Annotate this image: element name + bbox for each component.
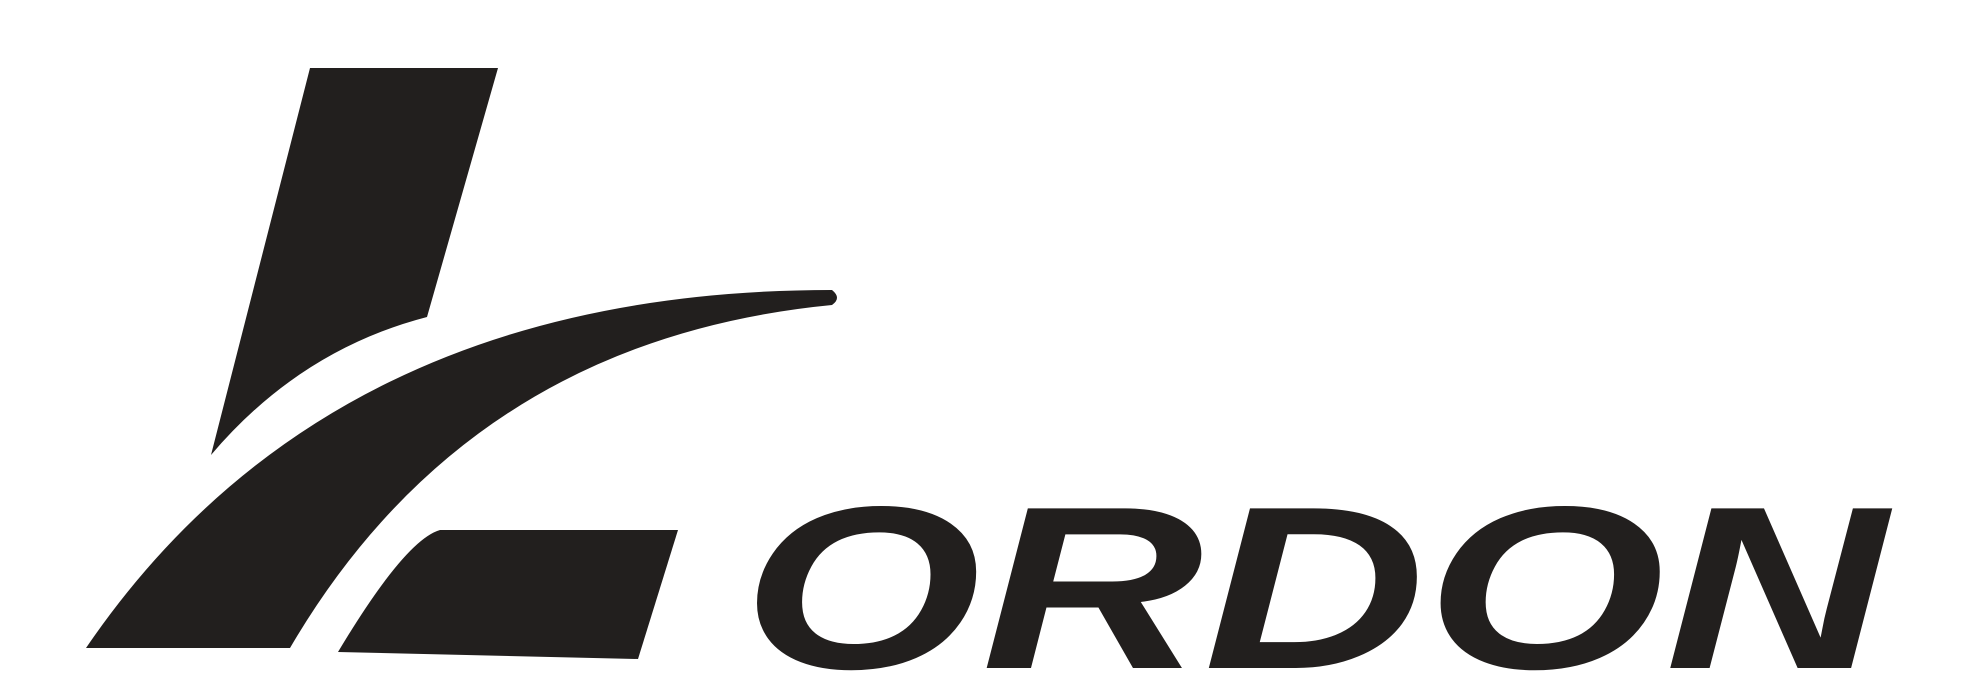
logo-upper-stroke <box>211 68 498 455</box>
logo-lower-stroke <box>338 530 678 659</box>
logo-swoosh <box>86 290 837 648</box>
wordmark: ORDON <box>742 459 1893 683</box>
